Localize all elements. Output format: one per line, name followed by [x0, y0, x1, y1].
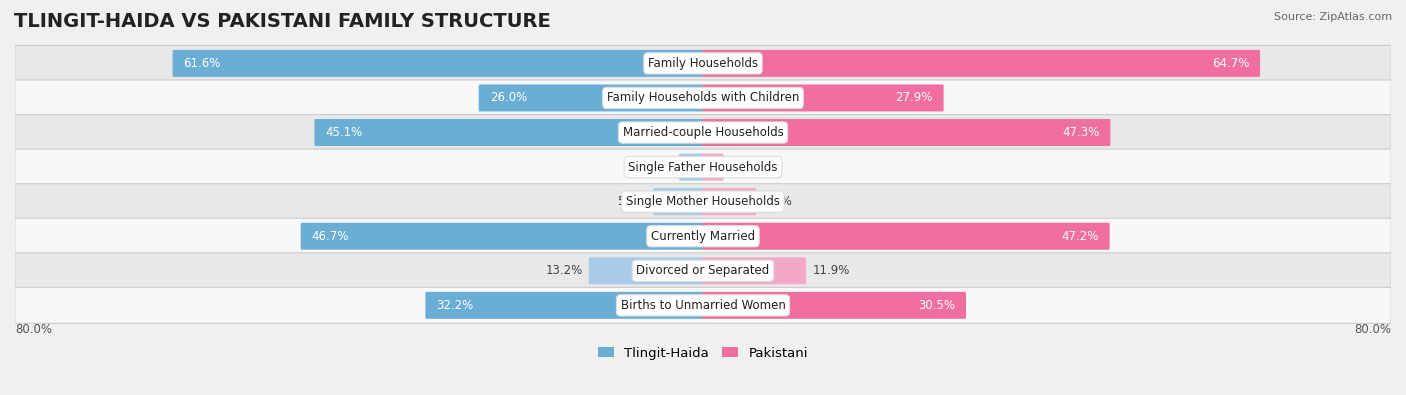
FancyBboxPatch shape	[15, 115, 1391, 150]
FancyBboxPatch shape	[315, 119, 703, 146]
FancyBboxPatch shape	[15, 184, 1391, 220]
Legend: Tlingit-Haida, Pakistani: Tlingit-Haida, Pakistani	[592, 341, 814, 365]
Text: 2.7%: 2.7%	[643, 161, 673, 173]
Text: 13.2%: 13.2%	[546, 264, 582, 277]
Text: 26.0%: 26.0%	[489, 92, 527, 104]
Text: 32.2%: 32.2%	[436, 299, 474, 312]
FancyBboxPatch shape	[703, 292, 966, 319]
Text: 46.7%: 46.7%	[312, 230, 349, 243]
FancyBboxPatch shape	[703, 85, 943, 111]
Text: 64.7%: 64.7%	[1212, 57, 1249, 70]
Text: 11.9%: 11.9%	[813, 264, 849, 277]
Text: Family Households: Family Households	[648, 57, 758, 70]
FancyBboxPatch shape	[703, 223, 1109, 250]
Text: Source: ZipAtlas.com: Source: ZipAtlas.com	[1274, 12, 1392, 22]
FancyBboxPatch shape	[173, 50, 703, 77]
FancyBboxPatch shape	[478, 85, 703, 111]
FancyBboxPatch shape	[654, 188, 703, 215]
FancyBboxPatch shape	[679, 154, 703, 181]
FancyBboxPatch shape	[703, 188, 756, 215]
FancyBboxPatch shape	[15, 218, 1391, 254]
FancyBboxPatch shape	[589, 257, 703, 284]
Text: 27.9%: 27.9%	[896, 92, 932, 104]
Text: 2.3%: 2.3%	[730, 161, 759, 173]
Text: Single Father Households: Single Father Households	[628, 161, 778, 173]
Text: Divorced or Separated: Divorced or Separated	[637, 264, 769, 277]
Text: Currently Married: Currently Married	[651, 230, 755, 243]
FancyBboxPatch shape	[15, 253, 1391, 289]
FancyBboxPatch shape	[301, 223, 703, 250]
Text: Family Households with Children: Family Households with Children	[607, 92, 799, 104]
FancyBboxPatch shape	[703, 50, 1260, 77]
Text: Births to Unmarried Women: Births to Unmarried Women	[620, 299, 786, 312]
FancyBboxPatch shape	[15, 80, 1391, 116]
FancyBboxPatch shape	[703, 119, 1111, 146]
Text: 80.0%: 80.0%	[1354, 324, 1391, 336]
Text: 80.0%: 80.0%	[15, 324, 52, 336]
FancyBboxPatch shape	[703, 154, 724, 181]
Text: 45.1%: 45.1%	[325, 126, 363, 139]
FancyBboxPatch shape	[426, 292, 703, 319]
Text: 61.6%: 61.6%	[184, 57, 221, 70]
Text: 6.1%: 6.1%	[762, 195, 792, 208]
FancyBboxPatch shape	[15, 45, 1391, 81]
Text: TLINGIT-HAIDA VS PAKISTANI FAMILY STRUCTURE: TLINGIT-HAIDA VS PAKISTANI FAMILY STRUCT…	[14, 12, 551, 31]
Text: Married-couple Households: Married-couple Households	[623, 126, 783, 139]
Text: 30.5%: 30.5%	[918, 299, 955, 312]
FancyBboxPatch shape	[15, 149, 1391, 185]
Text: 47.2%: 47.2%	[1062, 230, 1098, 243]
Text: Single Mother Households: Single Mother Households	[626, 195, 780, 208]
Text: 5.7%: 5.7%	[617, 195, 647, 208]
Text: 47.3%: 47.3%	[1062, 126, 1099, 139]
FancyBboxPatch shape	[703, 257, 806, 284]
FancyBboxPatch shape	[15, 288, 1391, 324]
